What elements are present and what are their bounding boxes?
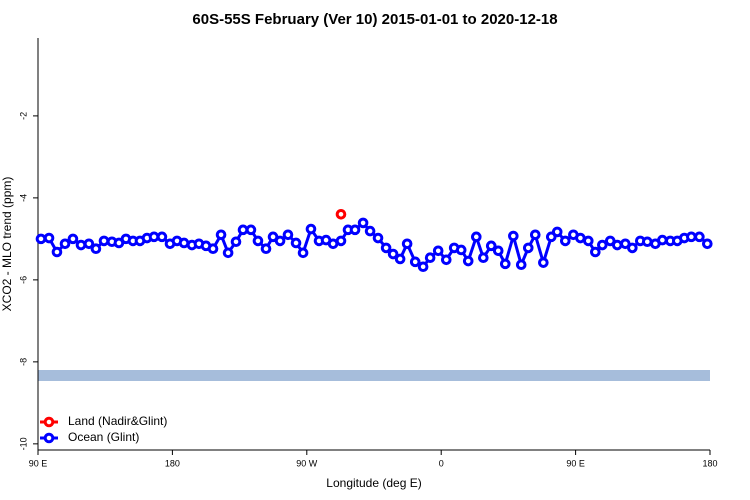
x-tick-label: 180 (702, 458, 717, 468)
data-point (529, 229, 541, 241)
x-tick-label: 90 E (29, 458, 48, 468)
coverage-band (38, 370, 710, 381)
y-tick-label: -8 (18, 358, 28, 366)
data-point (75, 239, 87, 251)
data-point (478, 252, 489, 264)
data-point (274, 235, 286, 247)
data-point (417, 261, 429, 273)
x-tick-label: 90 E (566, 458, 585, 468)
data-point (380, 242, 392, 254)
data-point (222, 247, 234, 259)
data-point (349, 224, 361, 236)
y-tick-label: -10 (18, 437, 28, 450)
legend-label: Ocean (Glint) (68, 430, 139, 444)
data-point (455, 244, 467, 256)
data-point (627, 242, 638, 254)
data-point (394, 253, 406, 265)
x-axis-label: Longitude (deg E) (326, 476, 421, 490)
y-axis-label: XCO2 - MLO trend (ppm) (0, 177, 14, 312)
data-point (686, 231, 697, 243)
data-point (515, 259, 527, 271)
data-point (90, 243, 102, 255)
legend-marker (43, 432, 55, 444)
data-point (51, 246, 63, 258)
data-point (260, 243, 272, 255)
data-point (424, 252, 436, 264)
data-point (282, 229, 294, 241)
data-point (409, 256, 421, 268)
data-point (387, 248, 399, 260)
data-point (694, 231, 705, 243)
data-point (357, 217, 369, 229)
data-point (559, 235, 571, 247)
data-point (290, 237, 302, 249)
data-point (335, 208, 347, 220)
data-point (156, 231, 168, 243)
data-point (83, 238, 95, 250)
data-point (432, 245, 444, 257)
y-tick-label: -4 (18, 194, 28, 202)
data-point (364, 225, 376, 237)
legend-item: Ocean (Glint) (40, 430, 139, 444)
legend-item: Land (Nadir&Glint) (40, 414, 167, 428)
data-point (207, 243, 219, 255)
data-point (401, 238, 413, 250)
legend-label: Land (Nadir&Glint) (68, 414, 167, 428)
data-point (305, 223, 317, 235)
data-point (597, 239, 608, 251)
data-point (215, 229, 227, 241)
data-point (657, 234, 668, 246)
data-point (440, 254, 452, 266)
data-point (499, 258, 511, 270)
data-point (35, 233, 47, 245)
x-tick-label: 180 (165, 458, 180, 468)
data-point (98, 235, 110, 247)
data-point (508, 230, 519, 242)
data-point (551, 226, 563, 238)
data-point (470, 231, 482, 243)
data-point (245, 224, 257, 236)
chart-title: 60S-55S February (Ver 10) 2015-01-01 to … (192, 11, 557, 28)
data-point (43, 232, 55, 244)
data-point (462, 255, 474, 267)
data-point (641, 236, 653, 248)
data-point (582, 235, 594, 247)
x-tick-label: 0 (439, 458, 444, 468)
data-point (297, 247, 309, 259)
legend-marker (43, 416, 55, 428)
x-tick-label: 90 W (296, 458, 318, 468)
y-tick-label: -6 (18, 276, 28, 284)
data-point (702, 238, 713, 250)
data-point (230, 236, 242, 248)
data-point (59, 238, 71, 250)
data-point (67, 233, 79, 245)
y-tick-label: -2 (18, 112, 28, 120)
data-point (522, 242, 534, 254)
data-point (611, 239, 623, 251)
data-point (590, 246, 601, 258)
data-point (252, 235, 264, 247)
data-point (538, 257, 549, 268)
data-point (335, 235, 347, 247)
data-point (492, 245, 504, 257)
data-point (485, 240, 497, 252)
data-point (372, 232, 384, 244)
